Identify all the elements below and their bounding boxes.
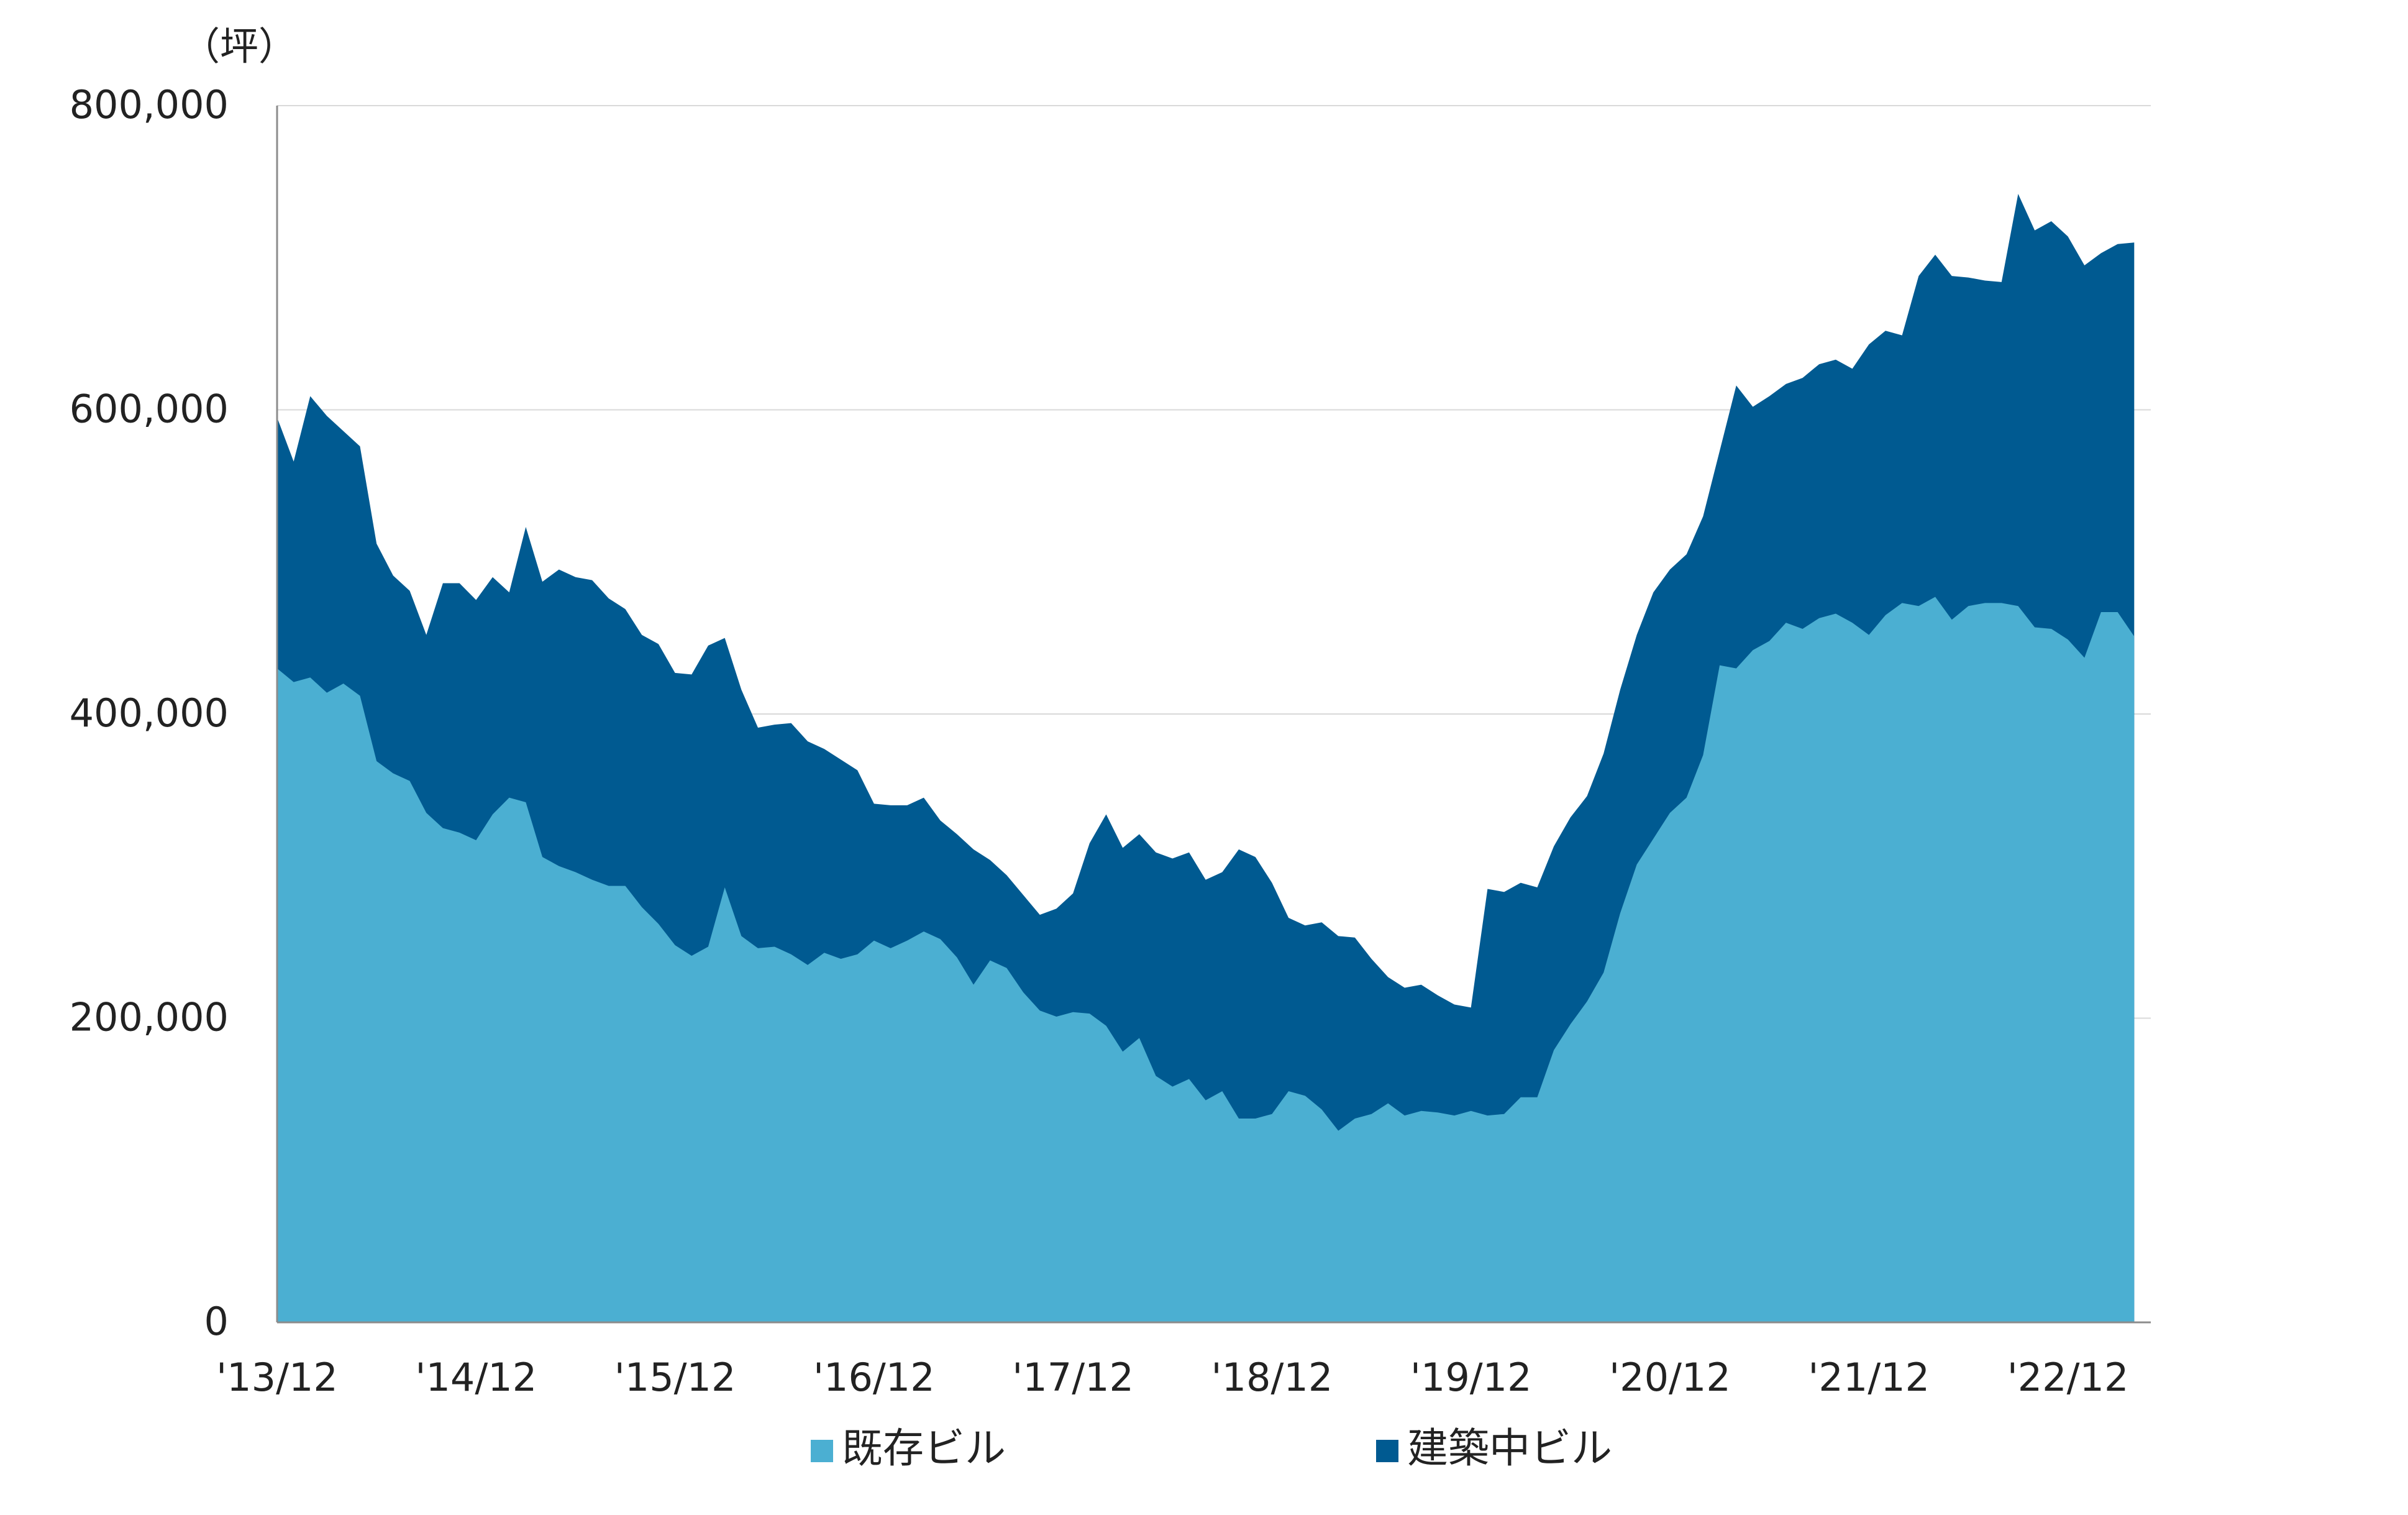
legend-label: 既存ビル bbox=[842, 1424, 1006, 1472]
axes bbox=[276, 106, 2151, 1324]
legend-label: 建築中ビル bbox=[1407, 1424, 1612, 1472]
x-tick-label: '16/12 bbox=[813, 1355, 935, 1400]
x-tick-label: '18/12 bbox=[1211, 1355, 1333, 1400]
x-tick-labels: '13/12 '14/12 '15/12 '16/12 '17/12 '18/12 '19/… bbox=[216, 1355, 2128, 1400]
y-tick-labels: 0 200,000 400,000 600,000 800,000 bbox=[70, 82, 229, 1344]
x-tick-label: '20/12 bbox=[1609, 1355, 1731, 1400]
x-tick-label: '21/12 bbox=[1808, 1355, 1930, 1400]
x-tick-label: '14/12 bbox=[415, 1355, 537, 1400]
y-tick-label: 400,000 bbox=[70, 690, 229, 736]
legend: 既存ビル 建築中ビル bbox=[811, 1424, 1612, 1472]
y-axis-unit-label: （坪） bbox=[181, 24, 297, 69]
y-tick-label: 600,000 bbox=[70, 387, 229, 432]
x-tick-label: '22/12 bbox=[2007, 1355, 2129, 1400]
legend-swatch bbox=[811, 1440, 833, 1462]
y-tick-label: 800,000 bbox=[70, 82, 229, 127]
area-series bbox=[277, 193, 2135, 1323]
y-tick-label: 200,000 bbox=[70, 995, 229, 1040]
legend-swatch bbox=[1376, 1440, 1398, 1462]
x-tick-label: '13/12 bbox=[216, 1355, 338, 1400]
y-tick-label: 0 bbox=[204, 1299, 229, 1344]
series-area-existing bbox=[277, 597, 2135, 1322]
x-tick-label: '17/12 bbox=[1012, 1355, 1134, 1400]
x-tick-label: '15/12 bbox=[614, 1355, 736, 1400]
x-tick-label: '19/12 bbox=[1410, 1355, 1532, 1400]
